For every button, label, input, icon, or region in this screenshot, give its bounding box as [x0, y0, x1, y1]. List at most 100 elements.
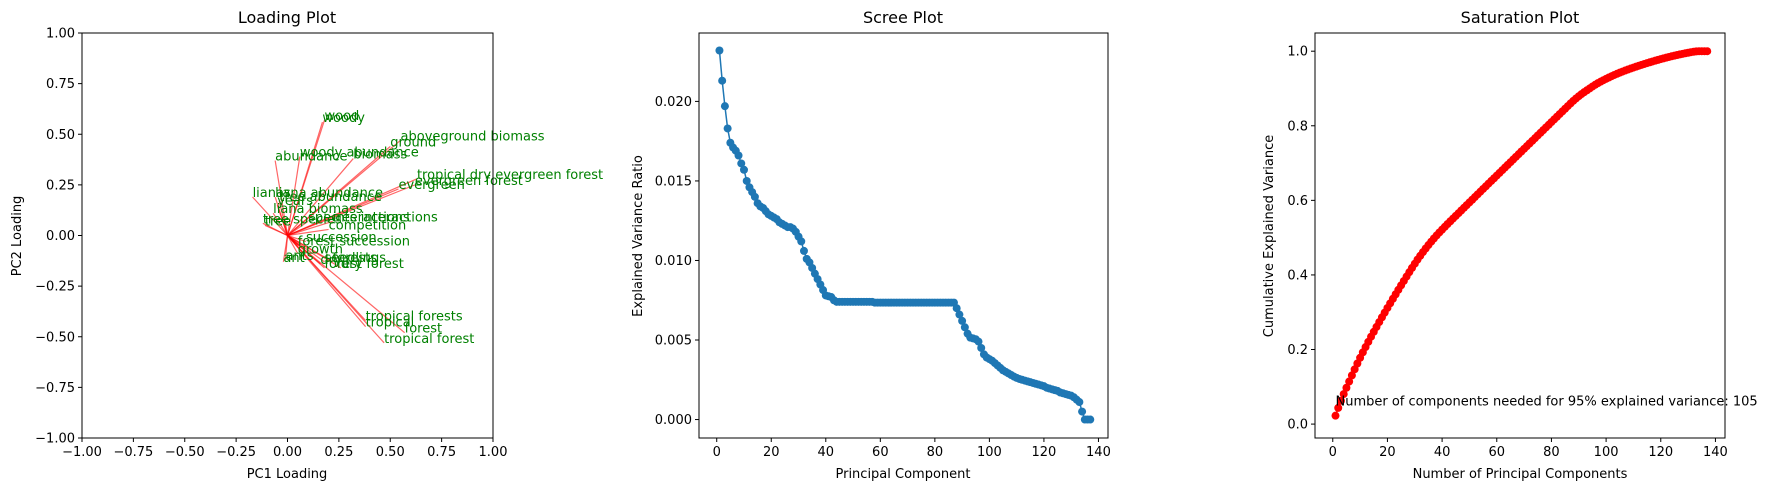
x-tick-label: −1.00 [62, 445, 102, 460]
loading-label: years [277, 194, 313, 209]
loading-arrow [287, 235, 385, 344]
y-tick-label: 0.015 [655, 174, 692, 189]
y-tick-label: 0.25 [46, 178, 75, 193]
scree-axes-frame [698, 32, 1109, 439]
loading-label: tropical dry evergreen forest [417, 168, 603, 183]
scree-point [718, 76, 727, 85]
loading-label: aboveground biomass [401, 129, 545, 144]
x-tick-label: −0.75 [113, 445, 153, 460]
x-tick-label: 0 [713, 445, 721, 460]
y-tick-label: 1.0 [1287, 45, 1308, 60]
saturation-title: Saturation Plot [1461, 8, 1580, 27]
x-tick-label: −0.50 [165, 445, 205, 460]
scree-point [960, 323, 969, 332]
y-tick-label: 0.75 [46, 77, 75, 92]
scree-point [797, 237, 806, 246]
x-tick-label: 0 [1329, 445, 1337, 460]
scree-point [1086, 415, 1095, 424]
loading-label: ants [285, 249, 313, 264]
loading-x-label: PC1 Loading [247, 467, 328, 482]
saturation-point [1347, 371, 1356, 380]
scree-x-ticks: 0 20 40 60 80 100 120 140 [713, 438, 1111, 460]
loading-arrow [286, 121, 324, 236]
y-tick-label: 0.2 [1287, 343, 1308, 358]
loading-arrow [287, 188, 399, 237]
y-tick-label: 0.8 [1287, 119, 1308, 134]
y-tick-label: 0.00 [46, 229, 75, 244]
scree-point [1075, 398, 1084, 407]
loading-arrow [272, 212, 289, 236]
loading-label: biomass [353, 148, 407, 163]
scree-point [952, 304, 961, 313]
loading-arrow [287, 158, 354, 236]
saturation-y-label: Cumulative Explained Variance [1262, 135, 1277, 337]
scree-point [723, 124, 732, 133]
loading-label: liana biomass [273, 202, 363, 217]
loading-arrow [287, 234, 307, 243]
loading-arrow [252, 196, 288, 236]
scree-point [799, 246, 808, 255]
scree-point [955, 310, 964, 319]
x-tick-label: −0.25 [216, 445, 256, 460]
scree-point [742, 176, 751, 185]
y-tick-label: 0.6 [1287, 194, 1308, 209]
y-tick-label: 1.00 [46, 27, 75, 42]
scree-point [734, 151, 743, 160]
y-tick-label: −0.25 [35, 280, 75, 295]
y-tick-label: −0.75 [35, 381, 75, 396]
loading-label: forests [333, 251, 377, 266]
x-tick-label: 40 [818, 445, 835, 460]
scree-point [974, 337, 983, 346]
y-tick-label: 0.005 [655, 334, 692, 349]
loading-arrow [286, 156, 301, 236]
x-tick-label: 120 [1032, 445, 1057, 460]
loading-arrow [274, 160, 289, 236]
loading-label: growth [298, 243, 343, 258]
scree-point [958, 316, 967, 325]
loading-label: dry [320, 253, 342, 268]
loading-arrow [287, 220, 333, 237]
x-tick-label: 140 [1703, 445, 1728, 460]
scree-y-label: Explained Variance Ratio [631, 155, 646, 317]
y-tick-label: −0.50 [35, 330, 75, 345]
x-tick-label: 140 [1086, 445, 1111, 460]
y-tick-label: 0.010 [655, 254, 692, 269]
loading-label: tropical forest [384, 332, 474, 347]
scree-point [739, 165, 748, 174]
loading-label: tree [265, 214, 291, 229]
x-tick-label: 20 [1379, 445, 1396, 460]
loading-arrow [264, 224, 288, 237]
scree-x-label: Principal Component [835, 467, 970, 482]
x-tick-label: 80 [1543, 445, 1560, 460]
loading-label: ant [283, 251, 304, 266]
saturation-point [1342, 383, 1351, 392]
x-tick-label: 80 [927, 445, 944, 460]
scree-point [720, 102, 729, 111]
x-tick-label: 0.75 [427, 445, 456, 460]
saturation-x-ticks: 0 20 40 60 80 100 120 140 [1329, 438, 1728, 460]
loading-label: tree species [263, 212, 342, 227]
x-tick-label: 100 [1594, 445, 1619, 460]
loading-arrow [287, 234, 334, 263]
scree-series [715, 46, 1095, 424]
saturation-annotation: Number of components needed for 95% expl… [1336, 394, 1758, 409]
saturation-axes-frame [1314, 32, 1726, 439]
saturation-point [1331, 411, 1340, 420]
loading-label: tree abundance [279, 190, 382, 205]
x-tick-label: 0.25 [324, 445, 353, 460]
loading-label: competition [329, 218, 407, 233]
loading-arrow [287, 235, 406, 334]
x-tick-label: 60 [872, 445, 889, 460]
loading-label: tropical [366, 316, 415, 331]
saturation-point [1334, 403, 1343, 412]
loading-label: ground [390, 135, 436, 150]
saturation-series [1331, 47, 1712, 420]
loading-label: forest [405, 322, 442, 337]
loading-arrow [286, 235, 299, 255]
saturation-point [1336, 396, 1345, 405]
x-tick-label: 120 [1648, 445, 1673, 460]
saturation-point [1339, 390, 1348, 399]
saturation-point [1703, 47, 1712, 56]
